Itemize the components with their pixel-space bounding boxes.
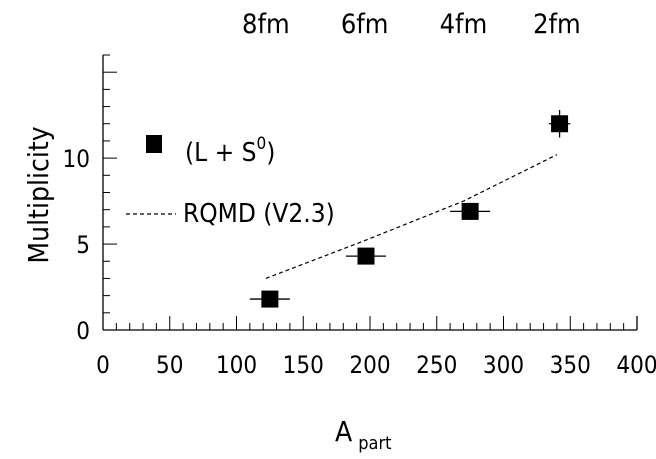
top-axis-label: 2fm <box>533 9 581 40</box>
top-axis-label: 8fm <box>242 9 290 40</box>
data-point <box>450 202 491 220</box>
legend-label-close: ) <box>266 138 275 168</box>
y-axis-ticks: 0 5 10 <box>63 54 117 345</box>
x-axis-title-subscript: part <box>358 433 391 454</box>
rqmd-line <box>265 154 558 279</box>
square-marker <box>357 247 375 265</box>
legend-marker-square <box>146 135 162 153</box>
square-marker <box>261 290 279 308</box>
data-point <box>548 110 571 138</box>
x-tick-label: 200 <box>349 351 390 379</box>
y-axis-title: Multiplicity <box>22 126 55 263</box>
x-tick-label: 150 <box>283 351 324 379</box>
x-tick-label: 300 <box>483 351 524 379</box>
legend-label-data: (L + S0) <box>185 134 275 168</box>
x-tick-label: 50 <box>156 351 183 379</box>
x-tick-label: 0 <box>96 351 110 379</box>
top-axis-label: 6fm <box>341 9 389 40</box>
legend-label-model: RQMD (V2.3) <box>183 199 335 229</box>
x-axis-ticks: 0 50 100 150 200 250 300 350 400 <box>96 316 656 379</box>
x-tick-label: 350 <box>550 351 591 379</box>
y-tick-label: 10 <box>63 145 90 173</box>
rqmd-series <box>265 154 558 279</box>
legend-label-main: (L + S <box>185 138 256 168</box>
x-tick-label: 100 <box>216 351 257 379</box>
y-tick-label: 0 <box>76 317 90 345</box>
x-axis-title-main: A <box>335 415 353 448</box>
y-tick-label: 5 <box>76 231 90 259</box>
data-series <box>249 110 571 308</box>
square-marker <box>551 115 569 133</box>
plot-frame <box>102 55 638 331</box>
top-axis-label: 4fm <box>440 9 488 40</box>
x-tick-label: 400 <box>616 351 656 379</box>
legend-label-sup: 0 <box>256 134 266 154</box>
legend: (L + S0) RQMD (V2.3) <box>126 134 335 229</box>
top-axis-labels: 8fm 6fm 4fm 2fm <box>242 9 581 40</box>
square-marker <box>461 202 479 220</box>
data-point <box>345 247 387 265</box>
data-point <box>249 290 290 308</box>
x-tick-label: 250 <box>416 351 457 379</box>
